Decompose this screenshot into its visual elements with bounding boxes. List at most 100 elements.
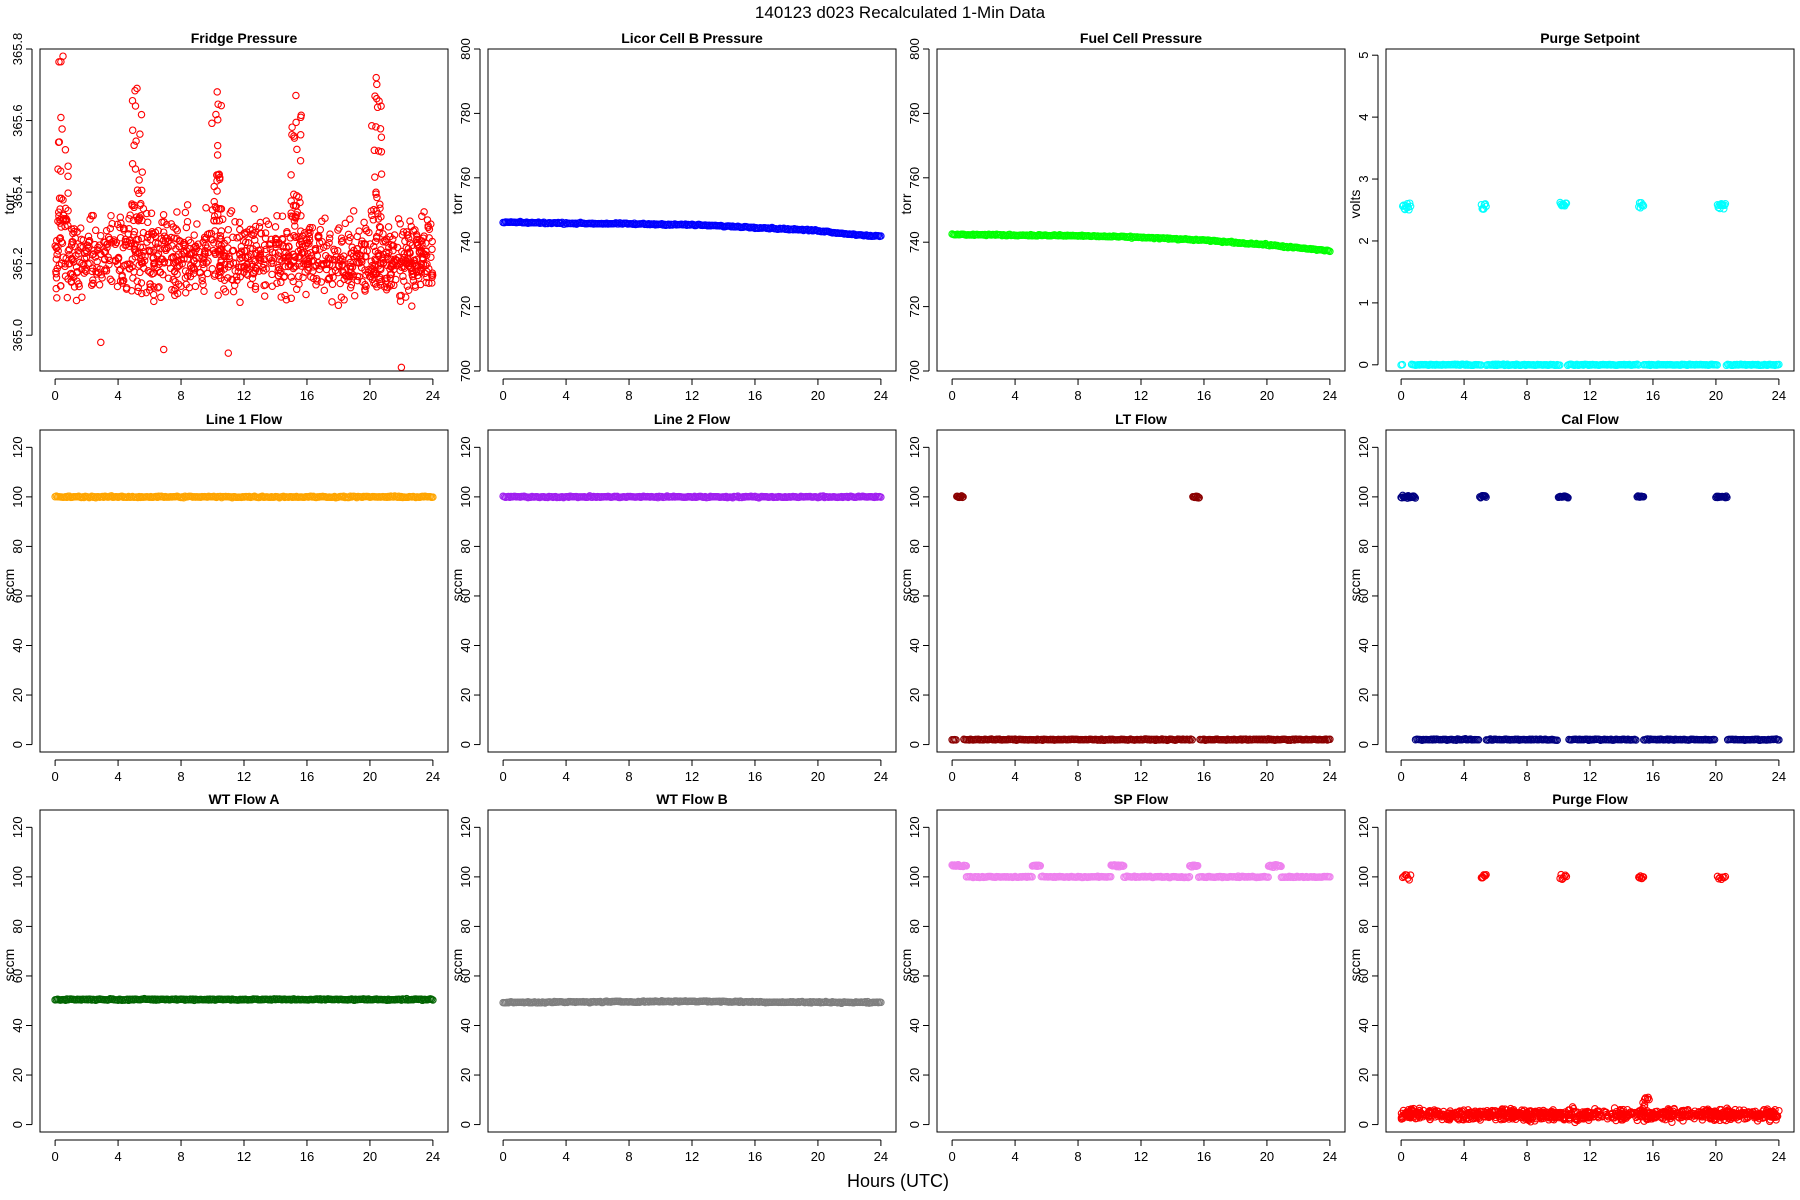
data-point: [347, 280, 356, 289]
data-point: [64, 246, 73, 255]
y-tick-label: 4: [1356, 113, 1371, 120]
data-point: [52, 270, 60, 278]
y-tick-label: 80: [907, 539, 922, 553]
data-point: [215, 271, 223, 280]
data-point: [312, 281, 320, 289]
data-point: [130, 141, 138, 150]
x-tick-label: 20: [363, 388, 377, 403]
data-point: [193, 259, 201, 268]
data-point: [412, 235, 421, 244]
data-point: [350, 291, 359, 300]
y-tick-label: 40: [458, 1018, 473, 1032]
data-point: [222, 252, 231, 261]
x-tick-label: 8: [1074, 1149, 1081, 1164]
data-point: [212, 216, 221, 225]
data-point: [202, 204, 210, 212]
data-point: [130, 203, 138, 212]
series-points: [1397, 870, 1783, 1127]
data-point: [407, 222, 416, 231]
data-point: [67, 241, 76, 249]
y-tick-label: 0: [907, 1121, 922, 1128]
data-point: [877, 232, 885, 240]
data-point: [82, 267, 90, 276]
data-point: [220, 239, 228, 248]
data-point: [191, 282, 200, 291]
data-point: [296, 156, 305, 165]
data-point: [373, 80, 381, 89]
data-point: [156, 268, 165, 276]
x-tick-label: 16: [748, 1149, 762, 1164]
data-point: [229, 233, 237, 242]
data-point: [271, 223, 280, 231]
y-tick-label: 60: [907, 589, 922, 603]
data-point: [362, 227, 371, 235]
data-point: [424, 223, 432, 232]
data-point: [407, 259, 415, 268]
data-point: [340, 252, 348, 260]
data-point: [371, 247, 380, 256]
panel-title: Fuel Cell Pressure: [1080, 30, 1202, 46]
data-point: [256, 246, 265, 254]
data-point: [362, 271, 370, 279]
y-tick-label: 100: [10, 486, 25, 508]
data-point: [373, 193, 381, 202]
data-point: [1406, 202, 1415, 211]
data-point: [419, 255, 428, 264]
data-point: [73, 267, 82, 276]
data-point: [139, 243, 147, 252]
data-point: [404, 234, 413, 243]
data-point: [236, 250, 244, 259]
x-tick-label: 24: [1772, 769, 1786, 784]
y-tick-label: 740: [907, 231, 922, 253]
data-point: [300, 260, 308, 268]
data-point: [877, 998, 885, 1007]
data-point: [370, 146, 379, 155]
data-point: [231, 266, 239, 275]
data-point: [284, 242, 293, 250]
y-tick-label: 20: [10, 1068, 25, 1082]
data-point: [267, 240, 275, 248]
data-point: [204, 257, 212, 265]
data-point: [406, 263, 415, 272]
data-point: [1482, 493, 1490, 501]
data-point: [428, 245, 436, 254]
data-point: [96, 250, 105, 258]
x-tick-label: 8: [625, 769, 632, 784]
data-point: [151, 228, 160, 237]
data-point: [63, 293, 72, 302]
series-points: [948, 492, 1334, 745]
data-point: [1107, 872, 1115, 881]
data-point: [171, 277, 179, 286]
x-tick-label: 0: [948, 1149, 955, 1164]
data-point: [113, 220, 122, 229]
data-point: [283, 228, 291, 236]
data-point: [210, 216, 218, 225]
data-point: [121, 261, 129, 269]
data-point: [165, 259, 173, 267]
data-point: [198, 276, 206, 285]
data-point: [315, 232, 323, 240]
data-point: [400, 277, 408, 285]
data-point: [141, 252, 149, 260]
data-point: [173, 263, 181, 272]
x-tick-label: 24: [1323, 1149, 1337, 1164]
y-tick-label: 0: [1356, 361, 1371, 368]
x-tick-label: 12: [237, 388, 251, 403]
data-point: [1564, 494, 1572, 502]
y-tick-label: 0: [1356, 741, 1371, 748]
y-tick-label: 60: [458, 969, 473, 983]
plot-frame: [39, 429, 449, 753]
data-point: [173, 208, 181, 216]
plot-frame: [1385, 429, 1795, 753]
data-point: [125, 214, 133, 223]
data-point: [61, 272, 70, 280]
data-point: [236, 273, 245, 281]
outlier-point: [159, 345, 168, 354]
y-tick-label: 80: [458, 539, 473, 553]
data-point: [183, 201, 192, 209]
data-point: [265, 253, 273, 262]
data-point: [120, 224, 128, 233]
